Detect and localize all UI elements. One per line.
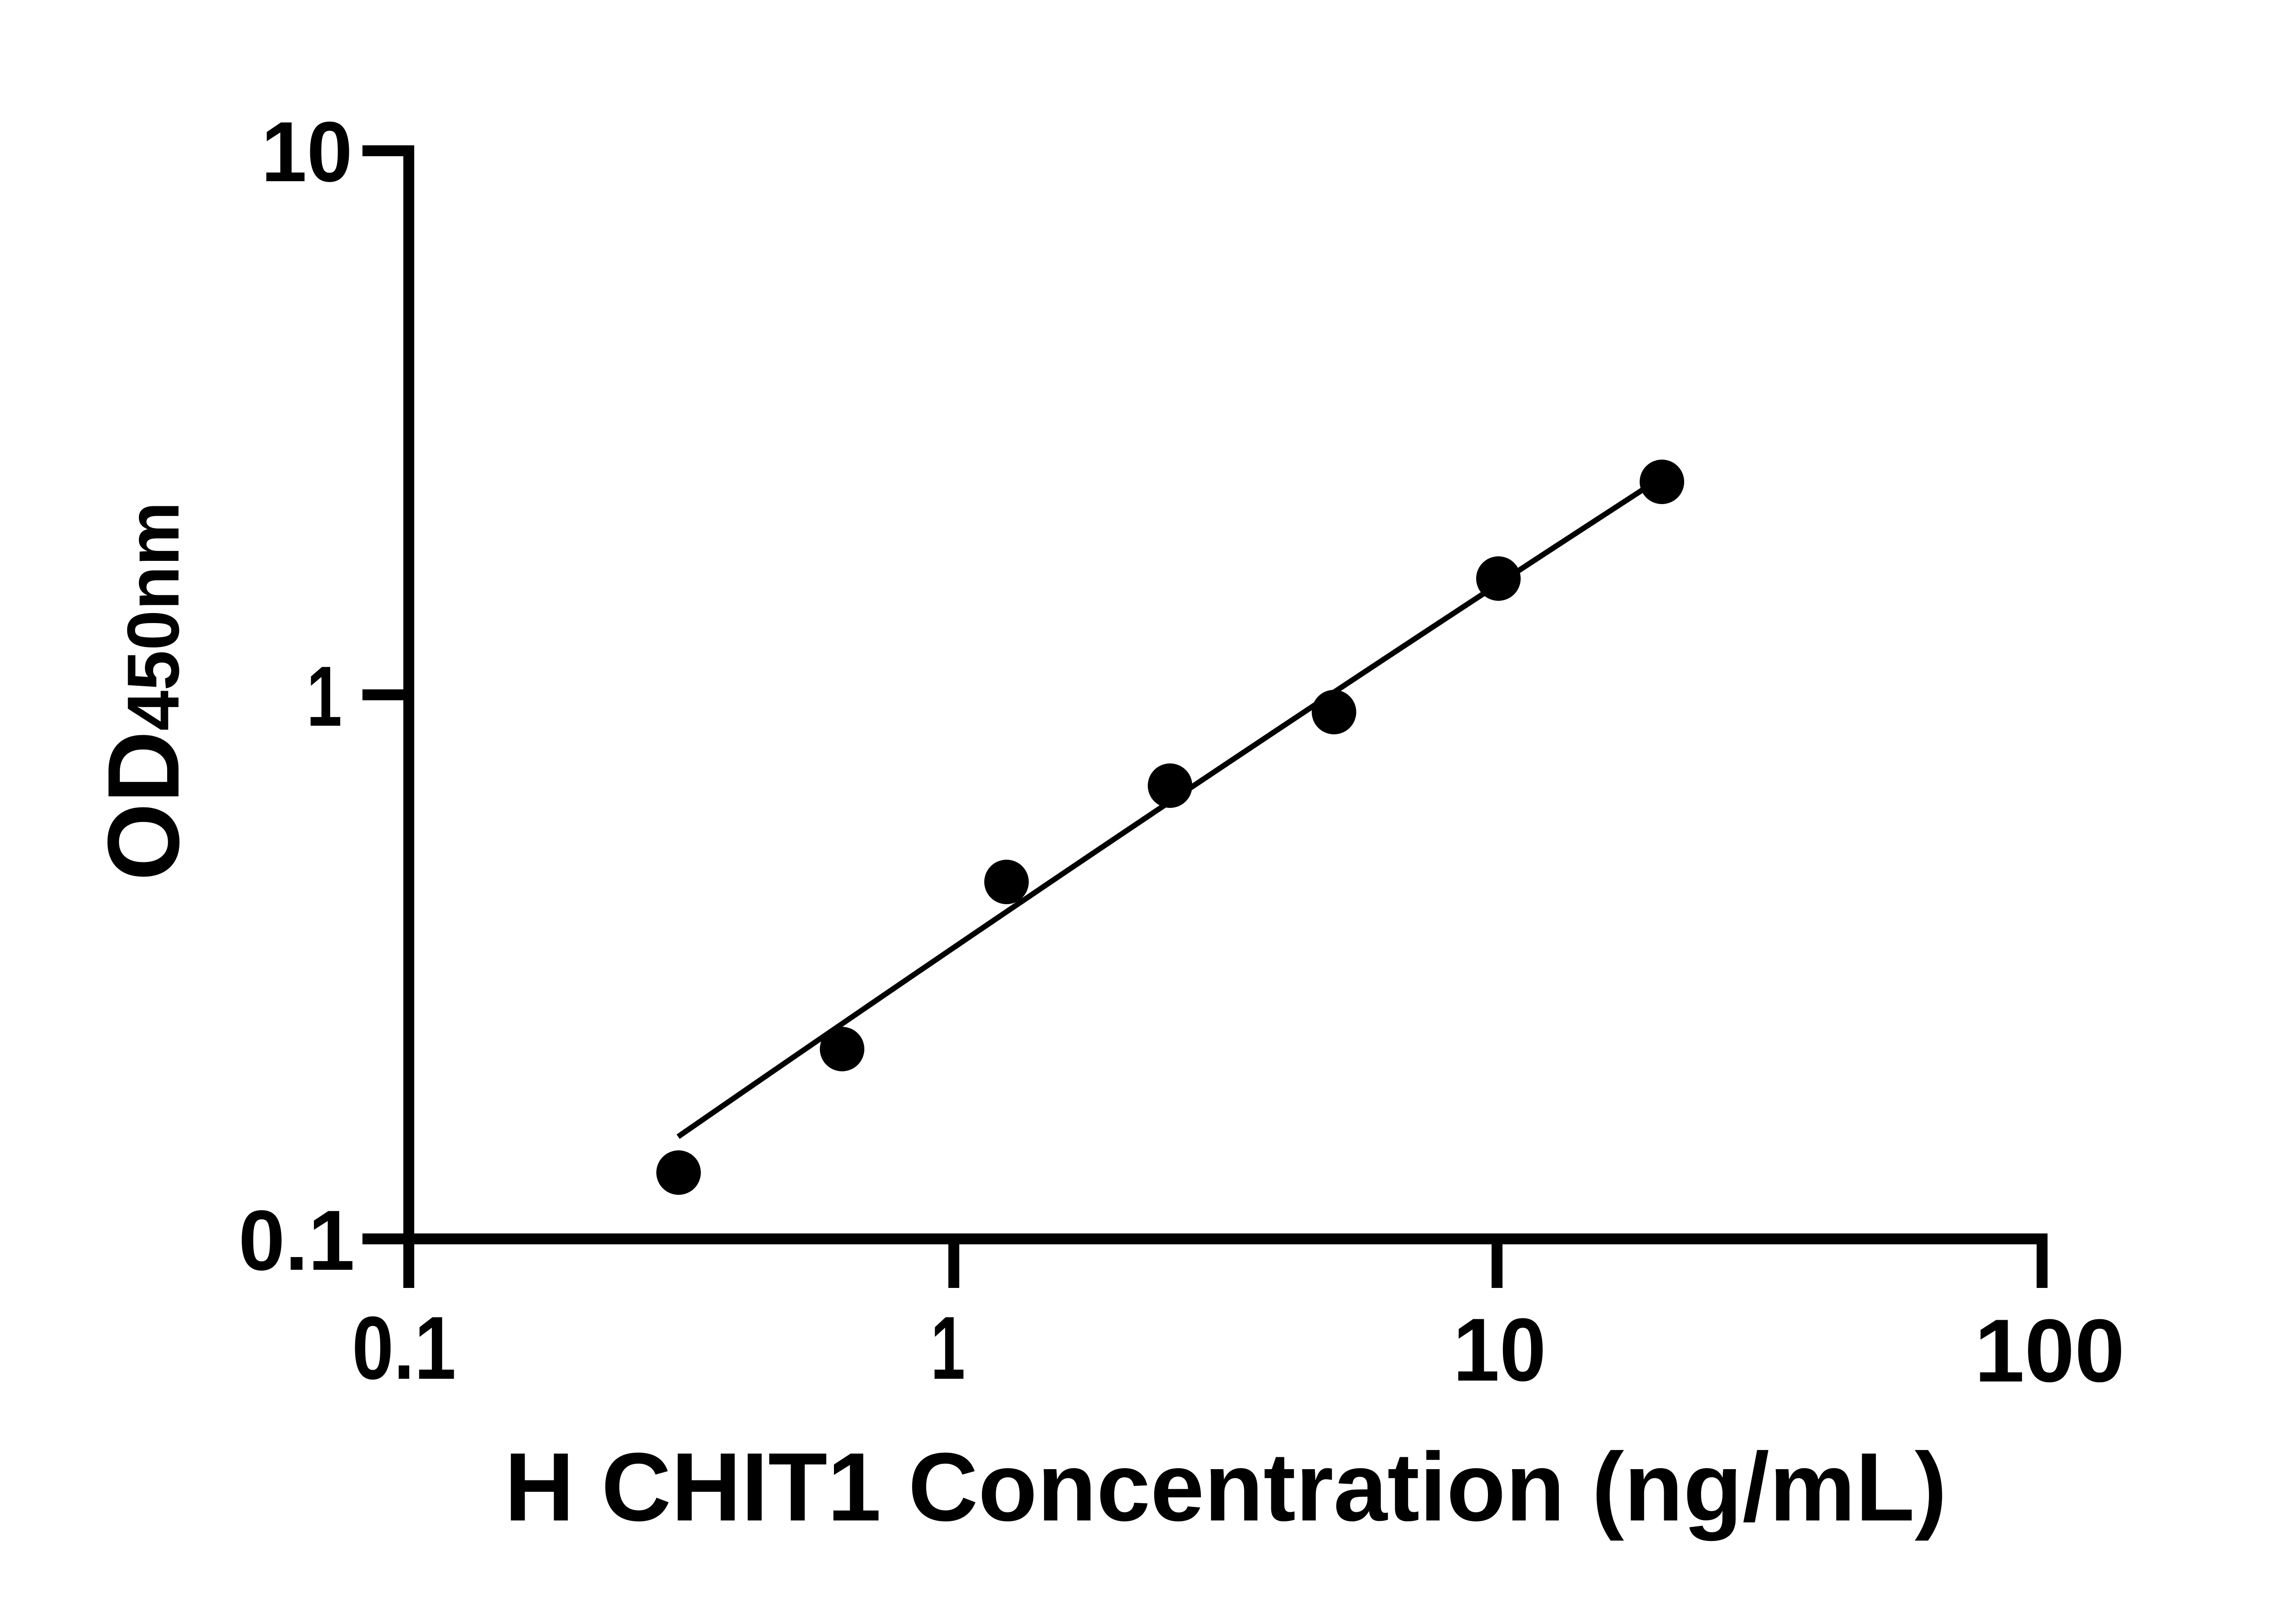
svg-text:OD450nm: OD450nm <box>87 502 200 881</box>
svg-text:10: 10 <box>1453 1300 1546 1400</box>
svg-text:1: 1 <box>307 649 342 744</box>
svg-text:H CHIT1 Concentration (ng/mL): H CHIT1 Concentration (ng/mL) <box>505 1433 1947 1541</box>
svg-text:1: 1 <box>931 1298 965 1398</box>
svg-text:0.1: 0.1 <box>238 1193 355 1288</box>
svg-text:0.1: 0.1 <box>352 1298 456 1398</box>
svg-text:10: 10 <box>261 104 352 199</box>
svg-text:100: 100 <box>1974 1301 2125 1401</box>
